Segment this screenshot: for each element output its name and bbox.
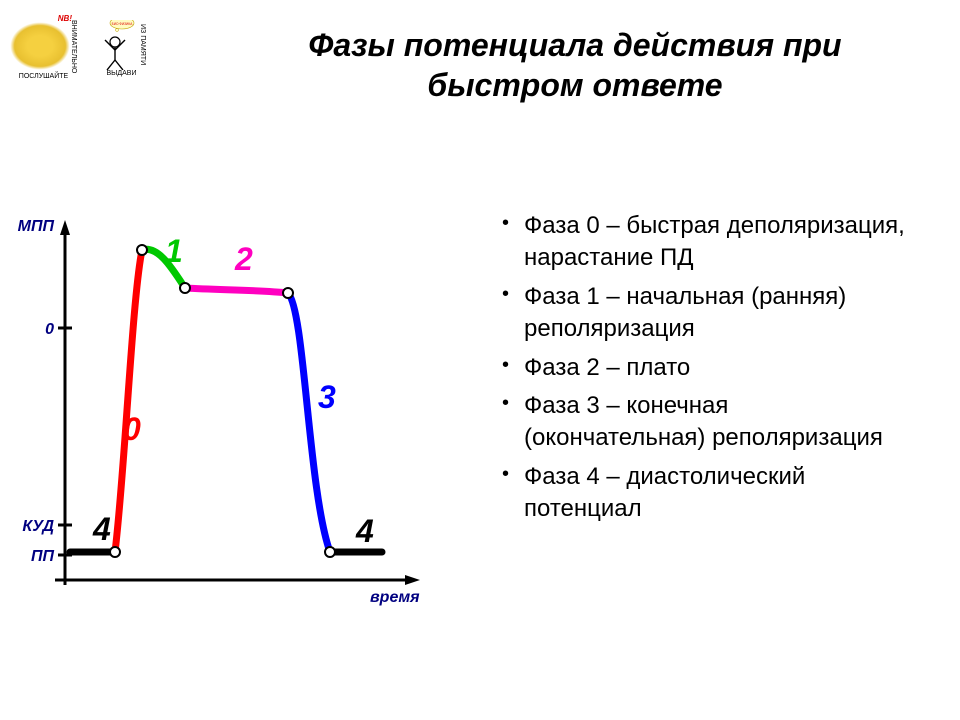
bullet-list: Фаза 0 – быстрая деполяризация, нарастан… <box>500 210 910 532</box>
svg-text:0: 0 <box>123 411 141 447</box>
icon-squeeze-label: ВЫДАВИ <box>107 70 137 77</box>
bullet-item: Фаза 1 – начальная (ранняя) реполяризаци… <box>500 281 910 346</box>
svg-text:3: 3 <box>318 379 336 415</box>
bullet-item: Фаза 3 – конечная (окончательная) реполя… <box>500 390 910 455</box>
icon-squeeze: БИО ФИЗИКА ИЗ ПАМЯТИ ВЫДАВИ <box>97 20 146 77</box>
svg-text:1: 1 <box>165 233 183 269</box>
svg-text:2: 2 <box>234 241 253 277</box>
svg-text:4: 4 <box>92 511 111 547</box>
icon-listen-side: ВНИМАТЕЛЬНО <box>70 20 77 73</box>
header-icons: ВНИМАТЕЛЬНО ПОСЛУШАЙТЕ БИО ФИЗИКА ИЗ ПАМ… <box>10 20 146 80</box>
bullet-item: Фаза 0 – быстрая деполяризация, нарастан… <box>500 210 910 275</box>
page-title: Фазы потенциала действия при быстром отв… <box>250 25 900 105</box>
bullet-item: Фаза 2 – плато <box>500 352 910 384</box>
brain-icon <box>10 22 68 72</box>
bullet-item: Фаза 4 – диастолический потенциал <box>500 461 910 526</box>
icon-squeeze-side: ИЗ ПАМЯТИ <box>139 24 146 65</box>
y-label-pp: ПП <box>31 548 55 565</box>
action-potential-chart: МПП 0 КУД ПП время 0 1 2 3 4 4 <box>10 190 440 620</box>
y-label-zero: 0 <box>45 321 54 338</box>
y-label-kud: КУД <box>22 518 54 535</box>
figure-icon: БИО ФИЗИКА <box>97 20 137 70</box>
x-label: время <box>370 589 420 606</box>
svg-text:4: 4 <box>355 513 374 549</box>
icon-listen-label: ПОСЛУШАЙТЕ <box>19 73 68 80</box>
thought-text: БИО ФИЗИКА <box>112 22 134 26</box>
icon-listen: ВНИМАТЕЛЬНО ПОСЛУШАЙТЕ <box>10 20 77 80</box>
y-label-mpp: МПП <box>18 218 55 235</box>
